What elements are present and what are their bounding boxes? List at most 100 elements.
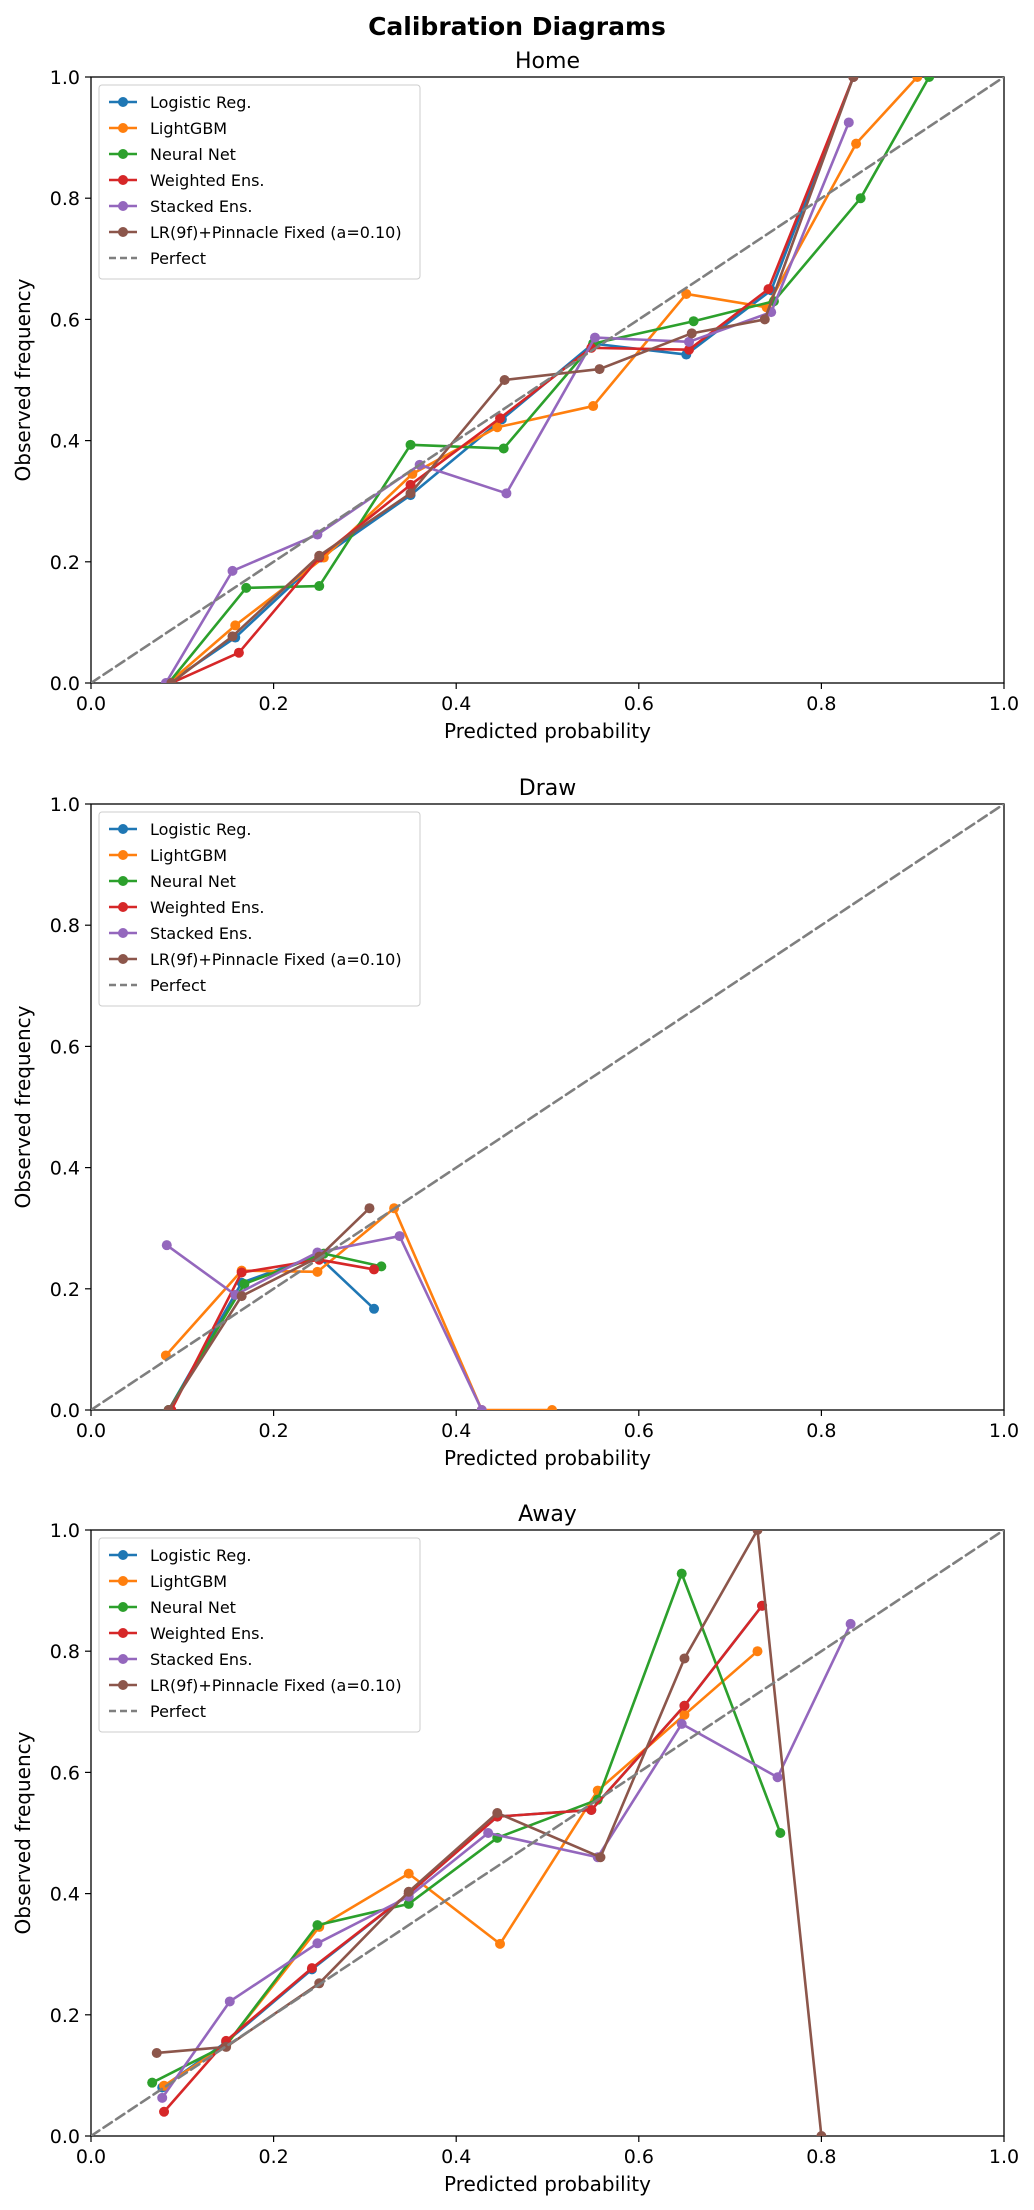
away-point-neural-net: [147, 2077, 158, 2088]
away-point-weighted-ens: [159, 2106, 170, 2117]
home-x-tick-label: 0.2: [258, 693, 288, 715]
draw-legend-label-logistic-reg: Logistic Reg.: [150, 820, 251, 839]
home-point-stacked-ens: [227, 565, 238, 576]
draw-legend-label-neural-net: Neural Net: [150, 872, 236, 891]
draw-point-neural-net: [239, 1278, 250, 1289]
home-chart-title: Home: [515, 49, 580, 74]
home-point-weighted-ens: [405, 479, 416, 490]
home-legend-label-logistic-reg: Logistic Reg.: [150, 93, 251, 112]
away-series-line-neural-net: [150, 1572, 782, 2084]
home-point-stacked-ens: [589, 332, 600, 343]
home-point-lr-9f-pinnacle-fixed-a-0-10: [166, 678, 177, 683]
home-series-line-perfect: [91, 77, 1004, 683]
away-legend-marker-logistic-reg: [118, 1550, 128, 1560]
draw-point-stacked-ens: [476, 1405, 487, 1410]
home-y-tick-label: 0.2: [50, 552, 80, 574]
home-legend-label-lr-9f-pinnacle-fixed-a-0-10: LR(9f)+Pinnacle Fixed (a=0.10): [150, 223, 402, 242]
draw-point-lr-9f-pinnacle-fixed-a-0-10: [163, 1405, 174, 1410]
away-chart-title: Away: [518, 1502, 577, 1527]
draw-x-tick-label: 0.2: [258, 1420, 288, 1442]
home-legend-marker-stacked-ens: [118, 201, 128, 211]
home-legend-box: [98, 84, 421, 280]
away-point-weighted-ens: [679, 1700, 690, 1711]
away-point-neural-net: [312, 1920, 323, 1931]
home-plot-frame: [90, 76, 1005, 684]
home-point-lr-9f-pinnacle-fixed-a-0-10: [686, 328, 697, 339]
home-point-lr-9f-pinnacle-fixed-a-0-10: [848, 77, 859, 82]
draw-legend-label-lr-9f-pinnacle-fixed-a-0-10: LR(9f)+Pinnacle Fixed (a=0.10): [150, 950, 402, 969]
away-y-tick-label: 1.0: [50, 1520, 80, 1542]
away-x-tick-label: 0.2: [258, 2146, 288, 2168]
draw-chart: Draw 0.0 0.2 0.4 0.6 0.8 1.0 0.0 0.2 0.4 0.6 0.8 1.0…: [11, 776, 1019, 1470]
draw-x-tick-label: 1.0: [989, 1420, 1019, 1442]
away-point-lightgbm: [403, 1868, 414, 1879]
draw-point-lightgbm: [312, 1266, 323, 1277]
away-y-tick-label: 0.8: [50, 1641, 80, 1663]
home-point-lr-9f-pinnacle-fixed-a-0-10: [594, 364, 605, 375]
away-legend-label-lightgbm: LightGBM: [150, 1572, 227, 1591]
home-point-lightgbm: [230, 620, 241, 631]
home-point-lightgbm: [851, 138, 862, 149]
home-point-neural-net: [498, 443, 509, 454]
draw-series-line-weighted-ens: [170, 1258, 376, 1410]
home-legend-marker-lightgbm: [118, 123, 128, 133]
away-y-axis-label: Observed frequency: [11, 1731, 35, 1934]
draw-series-line-perfect: [91, 804, 1004, 1410]
home-y-tick-label: 0.0: [50, 673, 80, 695]
away-y-tick-label: 0.4: [50, 1884, 80, 1906]
home-legend-label-stacked-ens: Stacked Ens.: [150, 197, 252, 216]
home-point-lightgbm: [588, 401, 599, 412]
away-legend-marker-lightgbm: [118, 1576, 128, 1586]
away-y-tick-label: 0.6: [50, 1762, 80, 1784]
away-point-stacked-ens: [483, 1828, 494, 1838]
draw-point-lightgbm: [547, 1405, 558, 1410]
away-point-neural-net: [403, 1898, 414, 1909]
away-point-lr-9f-pinnacle-fixed-a-0-10: [816, 2131, 827, 2136]
draw-point-stacked-ens: [161, 1240, 172, 1251]
away-series-line-weighted-ens: [162, 1604, 764, 2114]
home-point-lr-9f-pinnacle-fixed-a-0-10: [499, 375, 510, 385]
draw-plot-area: [91, 804, 1004, 1410]
draw-y-tick-label: 0.0: [50, 1400, 80, 1422]
home-point-stacked-ens: [684, 336, 695, 347]
chart-panels: Home 0.0 0.2 0.4 0.6 0.8 1.0 0.0 0.2 0.4 0.6 0.8 1.0…: [11, 49, 1019, 2196]
draw-legend: Logistic Reg. LightGBM Neural Net Weighted …: [98, 811, 421, 1007]
home-x-tick-label: 0.4: [441, 693, 471, 715]
draw-y-tick-label: 0.8: [50, 915, 80, 937]
away-point-weighted-ens: [306, 1963, 317, 1974]
home-legend-label-perfect: Perfect: [150, 249, 206, 268]
home-x-axis-label: Predicted probability: [444, 719, 651, 743]
away-legend-marker-stacked-ens: [118, 1654, 128, 1664]
home-legend-label-weighted-ens: Weighted Ens.: [150, 171, 265, 190]
home-legend-marker-weighted-ens: [118, 175, 128, 185]
draw-legend-marker-stacked-ens: [118, 928, 128, 938]
away-legend-marker-neural-net: [118, 1602, 128, 1612]
away-point-lr-9f-pinnacle-fixed-a-0-10: [403, 1886, 414, 1897]
away-x-axis-label: Predicted probability: [444, 2172, 651, 2196]
away-chart: Away 0.0 0.2 0.4 0.6 0.8 1.0 0.0 0.2 0.4 0.6 0.8 1.0…: [11, 1502, 1019, 2196]
away-point-lr-9f-pinnacle-fixed-a-0-10: [595, 1852, 606, 1863]
home-point-weighted-ens: [763, 284, 774, 295]
home-point-lr-9f-pinnacle-fixed-a-0-10: [314, 550, 325, 561]
home-point-lightgbm: [681, 288, 692, 299]
home-point-weighted-ens: [233, 647, 244, 658]
away-plot-frame: [90, 1529, 1005, 2137]
away-point-weighted-ens: [586, 1804, 597, 1815]
draw-legend-marker-weighted-ens: [118, 902, 128, 912]
away-point-lr-9f-pinnacle-fixed-a-0-10: [151, 2047, 162, 2058]
home-point-weighted-ens: [684, 344, 695, 355]
away-legend-label-perfect: Perfect: [150, 1702, 206, 1721]
away-point-stacked-ens: [157, 2092, 168, 2103]
draw-point-weighted-ens: [236, 1267, 247, 1278]
home-legend-label-neural-net: Neural Net: [150, 145, 236, 164]
home-point-lightgbm: [492, 422, 503, 433]
draw-chart-title: Draw: [519, 776, 576, 801]
draw-legend-label-weighted-ens: Weighted Ens.: [150, 898, 265, 917]
away-point-neural-net: [775, 1828, 786, 1838]
away-point-stacked-ens: [224, 1996, 235, 2007]
away-point-lightgbm: [495, 1938, 506, 1949]
draw-series-line-lr-9f-pinnacle-fixed-a-0-10: [167, 1206, 371, 1410]
home-point-neural-net: [688, 316, 699, 327]
